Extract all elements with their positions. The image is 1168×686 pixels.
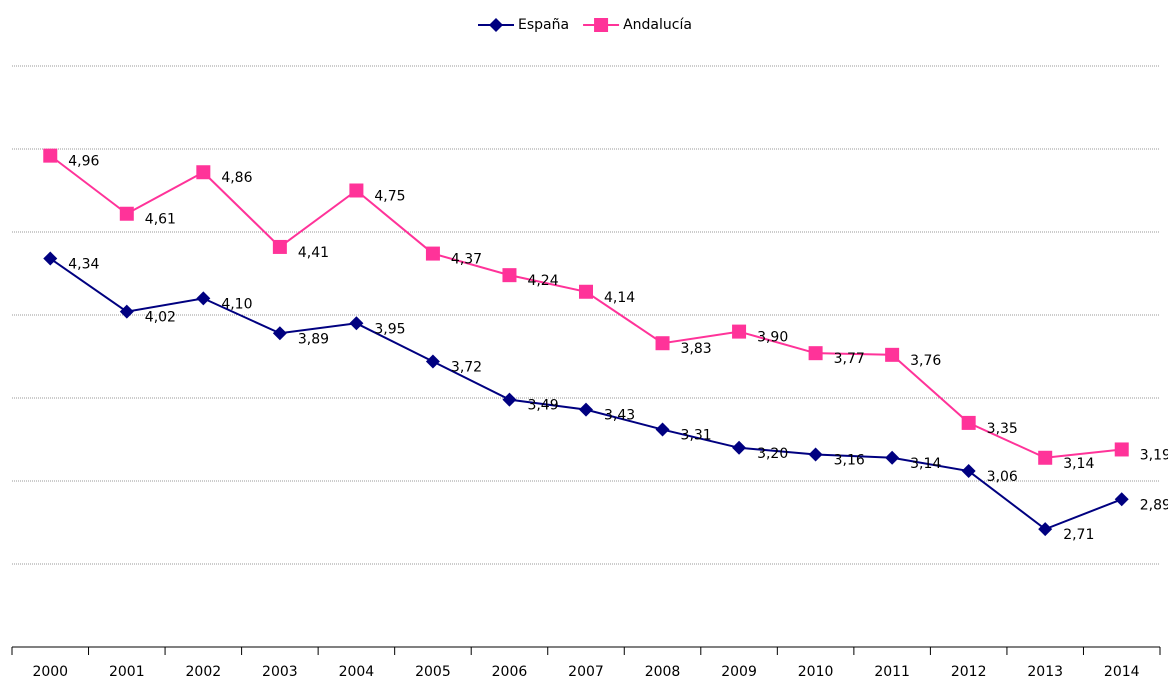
data-label: 3,19 <box>1140 447 1168 463</box>
x-tick-label: 2005 <box>415 664 451 680</box>
x-tick-label: 2003 <box>262 664 298 680</box>
x-tick-label: 2013 <box>1027 664 1063 680</box>
data-label: 3,95 <box>374 321 405 337</box>
legend-marker <box>594 18 609 32</box>
data-point <box>272 326 287 341</box>
data-label: 4,41 <box>298 245 329 261</box>
data-label: 4,10 <box>221 296 252 312</box>
data-point <box>885 450 900 465</box>
data-point <box>272 239 287 254</box>
x-tick-label: 2011 <box>874 664 910 680</box>
data-label: 4,75 <box>374 189 405 205</box>
data-point <box>1038 450 1053 465</box>
data-label: 3,90 <box>757 330 788 346</box>
data-point <box>349 316 364 331</box>
data-label: 3,76 <box>910 353 941 369</box>
legend-label: España <box>518 17 569 33</box>
data-label: 4,96 <box>68 154 99 170</box>
data-point <box>961 415 976 430</box>
x-tick-label: 2009 <box>721 664 757 680</box>
data-label: 3,43 <box>604 408 635 424</box>
data-point <box>885 347 900 362</box>
data-point <box>196 165 211 180</box>
data-point <box>732 440 747 455</box>
data-point <box>579 402 593 417</box>
data-point <box>43 148 58 163</box>
data-point <box>1114 492 1129 507</box>
data-label: 3,14 <box>910 456 941 472</box>
data-point <box>1114 442 1129 457</box>
series-line <box>49 257 1123 531</box>
x-tick-label: 2002 <box>186 664 222 680</box>
data-point <box>196 291 211 306</box>
data-point <box>502 392 517 407</box>
data-label: 3,14 <box>1063 456 1094 472</box>
data-point <box>961 464 976 479</box>
data-point <box>655 336 670 351</box>
data-point <box>119 206 134 221</box>
data-label: 3,72 <box>451 359 482 375</box>
x-tick-label: 2007 <box>568 664 604 680</box>
data-label: 4,24 <box>527 273 558 289</box>
data-point <box>425 354 440 369</box>
data-label: 4,14 <box>604 290 635 306</box>
data-label: 4,37 <box>451 252 482 268</box>
data-point <box>579 284 593 299</box>
x-tick-label: 2012 <box>951 664 987 680</box>
data-point <box>1038 522 1053 537</box>
data-point <box>425 246 440 261</box>
data-point <box>502 268 517 283</box>
data-label: 4,86 <box>221 170 252 186</box>
data-label: 3,20 <box>757 446 788 462</box>
x-tick-label: 2010 <box>798 664 834 680</box>
data-point <box>119 304 134 319</box>
data-label: 3,31 <box>681 428 712 444</box>
data-point <box>43 251 58 266</box>
legend-marker <box>489 18 503 32</box>
data-label: 3,83 <box>681 341 712 357</box>
data-label: 3,06 <box>987 469 1018 485</box>
x-tick-label: 2014 <box>1104 664 1140 680</box>
data-point <box>349 183 364 198</box>
data-label: 3,16 <box>834 452 865 468</box>
x-tick-label: 2000 <box>32 664 68 680</box>
data-label: 3,35 <box>987 421 1018 437</box>
data-point <box>808 447 823 462</box>
x-tick-label: 2008 <box>645 664 681 680</box>
data-label: 3,77 <box>834 351 865 367</box>
data-label: 4,61 <box>145 212 176 228</box>
x-tick-label: 2006 <box>492 664 528 680</box>
x-tick-label: 2004 <box>339 664 375 680</box>
x-tick-label: 2001 <box>109 664 145 680</box>
data-label: 3,49 <box>527 398 558 414</box>
data-point <box>808 346 823 361</box>
data-label: 3,89 <box>298 331 329 347</box>
data-label: 2,71 <box>1063 527 1094 543</box>
legend-label: Andalucía <box>623 17 692 33</box>
data-label: 2,89 <box>1140 497 1168 513</box>
data-label: 4,02 <box>145 310 176 326</box>
data-label: 4,34 <box>68 257 99 273</box>
data-point <box>655 422 670 437</box>
data-point <box>732 324 747 339</box>
